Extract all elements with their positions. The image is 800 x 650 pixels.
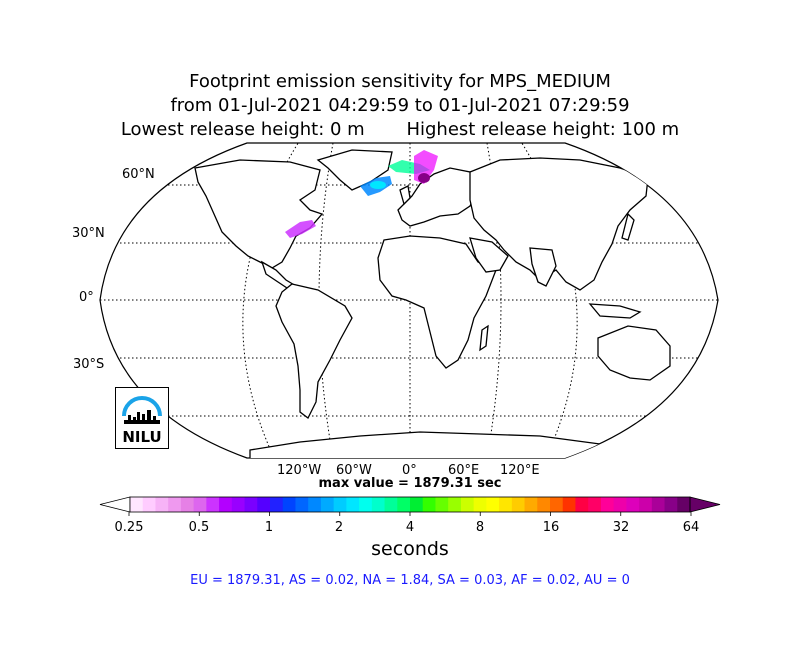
- colorbar-extend-low: [99, 496, 131, 513]
- title-line-2: from 01-Jul-2021 04:29:59 to 01-Jul-2021…: [170, 95, 630, 116]
- max-value-label: max value = 1879.31 sec: [318, 476, 502, 491]
- colorbar-segment: [651, 497, 666, 512]
- nilu-logo-text: NILU: [122, 428, 162, 446]
- colorbar-segment: [511, 497, 526, 512]
- colorbar-segment: [550, 497, 564, 512]
- colorbar-segment: [219, 497, 233, 512]
- colorbar-tick: 2: [334, 520, 344, 535]
- colorbar-segment: [244, 497, 258, 512]
- colorbar-segment: [460, 497, 475, 512]
- lat-label-0: 0°: [79, 290, 94, 305]
- coastlines: [194, 149, 697, 458]
- africa: [377, 235, 497, 369]
- colorbar-segment: [333, 497, 347, 512]
- lat-label-30n: 30°N: [72, 226, 105, 241]
- footprint-atlantic-core: [370, 181, 386, 189]
- colorbar-segment: [206, 497, 220, 512]
- colorbar-tick: 8: [475, 520, 485, 535]
- lon-label-0: 0°: [402, 463, 417, 478]
- lat-label-60n: 60°N: [122, 167, 155, 182]
- colorbar-tick: 32: [612, 520, 630, 535]
- footprint-field: [285, 150, 438, 238]
- lon-label-120w: 120°W: [277, 463, 322, 478]
- colorbar-segment: [486, 497, 500, 512]
- figure-title: Footprint emission sensitivity for MPS_M…: [0, 70, 800, 142]
- south-america: [275, 283, 353, 419]
- colorbar-segment: [677, 497, 691, 512]
- colorbar-segment: [537, 497, 551, 512]
- colorbar-segment: [257, 497, 271, 512]
- nilu-logo: NILU: [115, 387, 169, 449]
- colorbar-tick: 64: [682, 520, 700, 535]
- colorbar-segment: [180, 497, 195, 512]
- new-zealand: [683, 374, 697, 400]
- lon-label-60e: 60°E: [448, 463, 480, 478]
- colorbar-segment: [575, 497, 589, 512]
- colorbar-segment: [600, 497, 615, 512]
- colorbar-segment: [346, 497, 360, 512]
- antarctica: [249, 431, 641, 458]
- colorbar-label: seconds: [371, 538, 449, 560]
- colorbar-segment: [142, 497, 156, 512]
- colorbar-segment: [270, 497, 284, 512]
- colorbar-segment: [130, 497, 144, 512]
- colorbar: [99, 496, 721, 516]
- title-line-3: Lowest release height: 0 m Highest relea…: [0, 118, 800, 142]
- colorbar-tick: 16: [542, 520, 560, 535]
- colorbar-segment: [613, 497, 627, 512]
- colorbar-segment: [384, 497, 398, 512]
- lat-label-30s: 30°S: [73, 357, 105, 372]
- asia: [469, 157, 649, 291]
- colorbar-segment: [308, 497, 322, 512]
- colorbar-segment: [282, 497, 296, 512]
- colorbar-segment: [422, 497, 436, 512]
- colorbar-segment: [371, 497, 386, 512]
- australia: [597, 325, 671, 381]
- united-kingdom: [399, 185, 411, 206]
- colorbar-segment: [231, 497, 246, 512]
- colorbar-segment: [397, 497, 411, 512]
- region-values: EU = 1879.31, AS = 0.02, NA = 1.84, SA =…: [190, 573, 630, 588]
- colorbar-extend-high: [689, 496, 721, 513]
- madagascar: [479, 324, 489, 352]
- highest-release-height: Highest release height: 100 m: [406, 119, 680, 140]
- colorbar-segment: [562, 497, 576, 512]
- colorbar-segment: [499, 497, 513, 512]
- lowest-release-height: Lowest release height: 0 m: [120, 119, 365, 140]
- lon-label-60w: 60°W: [336, 463, 372, 478]
- colorbar-segment: [588, 497, 602, 512]
- title-line-1: Footprint emission sensitivity for MPS_M…: [189, 71, 611, 92]
- colorbar-segment: [359, 497, 373, 512]
- colorbar-segment: [410, 497, 424, 512]
- nilu-logo-icon: [122, 396, 162, 424]
- colorbar-tick: 0.25: [114, 520, 144, 535]
- colorbar-segment: [155, 497, 169, 512]
- colorbar-segment: [664, 497, 678, 512]
- colorbar-segment: [435, 497, 449, 512]
- world-map: [99, 142, 719, 459]
- lon-label-120e: 120°E: [500, 463, 540, 478]
- colorbar-segment: [295, 497, 309, 512]
- footprint-east-us: [285, 220, 316, 238]
- north-america: [194, 159, 324, 269]
- colorbar-segment: [193, 497, 207, 512]
- colorbar-segment: [473, 497, 487, 512]
- colorbar-segment: [448, 497, 462, 512]
- colorbar-segment: [639, 497, 653, 512]
- arabia: [469, 237, 509, 273]
- india: [529, 247, 557, 287]
- colorbar-segment: [626, 497, 640, 512]
- colorbar-segment: [524, 497, 538, 512]
- japan: [621, 212, 635, 241]
- footprint-max: [418, 173, 430, 183]
- colorbar-tick: 1: [264, 520, 274, 535]
- colorbar-tick: 0.5: [188, 520, 210, 535]
- colorbar-tick: 4: [405, 520, 415, 535]
- colorbar-segment: [320, 497, 335, 512]
- indonesia: [588, 303, 642, 319]
- colorbar-segment: [168, 497, 182, 512]
